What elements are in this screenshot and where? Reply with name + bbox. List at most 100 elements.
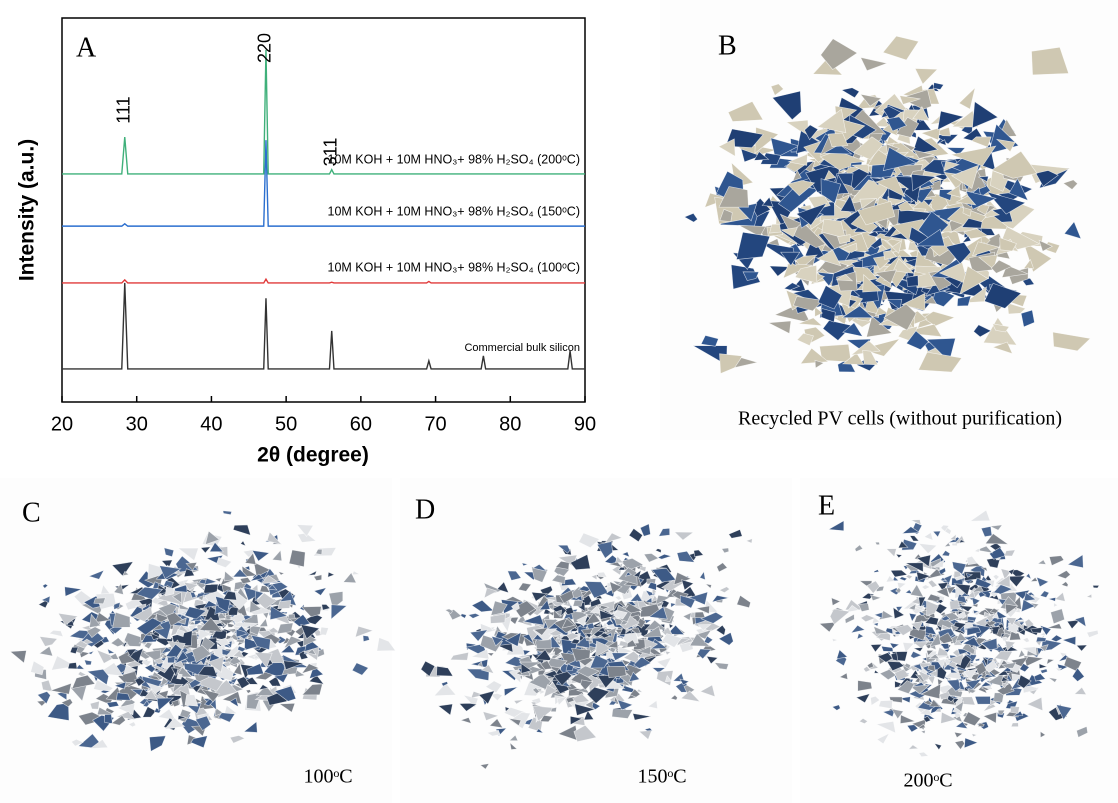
fragment xyxy=(844,613,855,624)
fragment xyxy=(972,101,999,129)
fragment xyxy=(835,273,854,282)
fragment xyxy=(910,596,921,605)
fragment xyxy=(114,684,143,700)
fragment xyxy=(233,662,243,676)
fragment xyxy=(963,228,990,240)
fragment xyxy=(64,586,83,597)
fragment xyxy=(128,721,137,728)
fragment xyxy=(973,609,980,615)
fragment xyxy=(771,90,802,121)
fragment xyxy=(106,701,120,708)
fragment xyxy=(655,653,664,657)
fragment xyxy=(890,652,899,662)
fragment xyxy=(859,93,883,107)
fragment xyxy=(556,695,569,706)
fragment xyxy=(313,574,323,581)
fragment xyxy=(513,699,524,705)
fragment xyxy=(970,603,979,608)
fragment xyxy=(910,519,922,526)
fragment xyxy=(470,648,490,660)
fragment xyxy=(300,624,321,640)
x-tick-label: 30 xyxy=(126,413,148,435)
fragment xyxy=(1033,673,1047,682)
photo-fragments xyxy=(9,510,396,752)
fragment xyxy=(258,684,270,691)
fragment xyxy=(288,549,306,568)
fragment xyxy=(204,530,220,545)
fragment xyxy=(966,555,978,566)
fragment xyxy=(873,569,880,573)
fragment xyxy=(736,594,751,609)
fragment xyxy=(187,623,201,632)
fragment xyxy=(94,612,111,623)
fragment xyxy=(163,547,175,558)
fragment xyxy=(142,700,150,708)
fragment xyxy=(572,599,584,607)
panel-label: A xyxy=(76,32,97,63)
fragment xyxy=(901,292,926,312)
fragment xyxy=(1030,627,1043,634)
fragment xyxy=(251,550,271,562)
fragment xyxy=(1055,704,1073,721)
fragment xyxy=(116,703,136,716)
fragment xyxy=(922,288,956,307)
fragment xyxy=(954,721,969,730)
fragment xyxy=(892,257,915,274)
fragment xyxy=(914,228,945,247)
fragment xyxy=(820,178,842,204)
fragment xyxy=(901,526,921,534)
fragment xyxy=(156,697,175,712)
fragment xyxy=(466,668,490,681)
peak-label: 220 xyxy=(255,33,275,63)
fragment xyxy=(184,606,207,620)
fragment xyxy=(718,186,749,208)
fragment xyxy=(940,711,958,724)
fragment xyxy=(49,682,72,695)
fragment xyxy=(655,594,672,606)
fragment xyxy=(580,679,594,691)
fragment xyxy=(974,661,987,676)
fragment xyxy=(632,569,642,578)
x-tick-label: 50 xyxy=(275,413,297,435)
x-tick-label: 90 xyxy=(574,413,596,435)
fragment xyxy=(821,218,846,239)
fragment xyxy=(681,579,695,591)
fragment xyxy=(239,540,247,547)
fragment xyxy=(576,687,591,694)
fragment xyxy=(954,654,972,670)
fragment xyxy=(979,681,993,688)
fragment xyxy=(1008,177,1029,201)
fragment xyxy=(540,660,553,670)
fragment xyxy=(980,526,993,538)
fragment xyxy=(522,649,532,656)
fragment xyxy=(850,163,870,174)
fragment xyxy=(836,649,849,660)
fragment xyxy=(115,711,136,721)
trace-label: 10M KOH + 10M HNO₃+ 98% H₂SO₄ (100ᵒC) xyxy=(328,260,580,274)
fragment xyxy=(938,139,947,146)
fragment xyxy=(313,587,328,596)
fragment xyxy=(976,203,990,215)
fragment xyxy=(890,569,908,578)
fragment xyxy=(946,185,961,198)
fragment xyxy=(661,633,683,648)
x-tick-label: 20 xyxy=(51,413,73,435)
fragment xyxy=(590,574,598,581)
fragment xyxy=(1092,584,1100,589)
fragment xyxy=(927,579,938,588)
fragment xyxy=(921,584,931,590)
fragment xyxy=(936,646,949,657)
fragment xyxy=(740,148,762,163)
fragment xyxy=(107,648,116,654)
fragment xyxy=(651,667,667,674)
fragment xyxy=(911,135,939,156)
fragment xyxy=(882,35,920,61)
fragment xyxy=(680,690,701,703)
fragment xyxy=(204,577,218,586)
fragment xyxy=(235,638,245,644)
fragment xyxy=(961,217,983,229)
fragment xyxy=(734,357,759,369)
fragment xyxy=(121,632,144,647)
fragment xyxy=(308,674,325,685)
fragment xyxy=(470,658,489,668)
